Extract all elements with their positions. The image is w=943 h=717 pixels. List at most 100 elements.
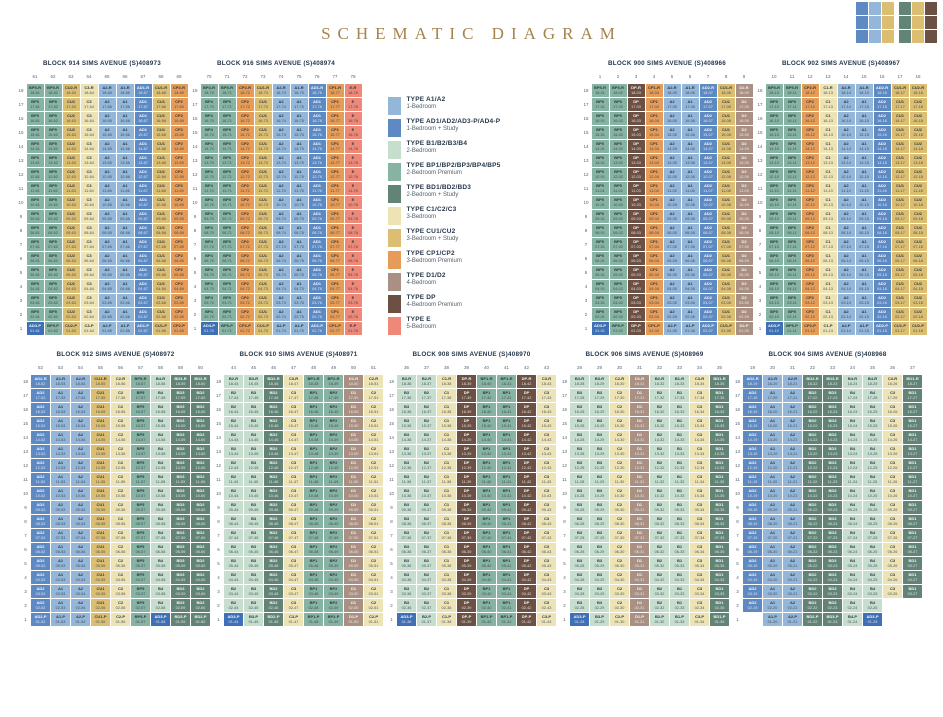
unit-number: 14-50 [348,437,359,442]
unit-type: AD3-P [866,613,879,619]
unit-cell: A1 05-66 [116,266,134,279]
unit-cell: AD2 16-16 [873,112,891,125]
unit-number: 01-53 [55,619,66,624]
floor-number: 3 [217,589,220,594]
floor-number: 14 [215,435,221,440]
unit-type: BP1 [309,599,318,605]
unit-number: 11-68 [156,188,166,193]
unit-type: B4-R [847,375,858,381]
unit-cell: BP1 04-48 [304,571,323,584]
unit-number: 03-41 [501,591,512,596]
unit-cell: A2 11-65 [98,182,116,195]
unit-type: BP1-R [480,375,493,381]
unit-type: CU1 [156,140,165,146]
unit-cell: B4 02-24 [843,599,862,612]
unit-cell: A1 07-75 [290,238,308,251]
unit-number: 07-39 [461,535,472,540]
unit-number: 12-51 [368,465,379,470]
unit-type: D1 [636,557,643,563]
unit-cell: BD2 12-22 [803,459,822,472]
unit-type: CU1 [258,294,267,300]
unit-type: B2 [656,473,663,479]
unit-cell: BP5 06-01 [591,252,609,265]
unit-cell: C1 13-38 [437,445,456,458]
grid-corner [17,70,26,83]
unit-number: 11-70 [204,188,214,193]
unit-cell: C3 12-26 [883,459,902,472]
unit-type: BD2 [808,585,817,591]
unit-type: C3 [290,487,297,493]
unit-number: 07-13 [823,244,833,249]
unit-type: C1 [443,557,450,563]
unit-number: 08-69 [174,230,184,235]
unit-type: B4 [849,403,856,409]
unit-type: A1 [769,557,776,563]
unit-number: 15-67 [138,132,148,137]
unit-number: 02-53 [55,605,66,610]
unit-number: 18-05 [667,90,677,95]
unit-cell: CU1 07-68 [152,238,170,251]
legend-type-label: TYPE CP1/CP2 [406,250,455,257]
unit-number: 07-78 [348,244,358,249]
unit-type: CP1 [331,252,339,258]
unit-type: CU1 [156,224,165,230]
unit-cell: B4-R 18-58 [151,375,170,388]
unit-number: 18-57 [135,381,146,386]
unit-cell: BD3 07-59 [171,529,190,542]
unit-type: BD3 [176,557,185,563]
unit-type: C3 [543,571,550,577]
unit-type: AD2 [36,403,45,409]
unit-number: 18-35 [714,381,725,386]
unit-number: 10-44 [228,493,239,498]
unit-cell: CP2 10-69 [170,196,188,209]
unit-number: 15-06 [685,132,695,137]
unit-type: CU1 [258,182,267,188]
unit-cell: CU1 03-73 [254,294,272,307]
unit-cell: AD2 05-16 [873,266,891,279]
unit-type: D2 [741,154,747,160]
unit-number: 04-51 [368,577,379,582]
unit-number: 06-41 [501,549,512,554]
unit-type: A1 [769,487,776,493]
unit-type: E [351,182,355,188]
unit-cell: BP5 15-61 [26,126,44,139]
unit-number: 06-42 [521,549,532,554]
unit-cell: CU1 03-55 [91,585,110,598]
unit-type: B4 [869,445,876,451]
unit-type: BD1 [715,529,724,535]
unit-type-legend: TYPE A1/A2 1-Bedroom TYPE AD1/AD2/AD3-P/AD… [387,96,556,335]
unit-number: 05-50 [348,563,359,568]
unit-cell: BD1 16-35 [710,403,729,416]
unit-number: 06-20 [767,549,778,554]
unit-number: 16-33 [674,409,685,414]
unit-cell: A1 10-20 [763,487,782,500]
block-row-top: BLOCK 914 SIMS AVENUE (S)408973 61 62 63 64 6… [6,60,937,335]
floor-number: 1 [19,326,23,331]
unit-number: 01-56 [115,619,126,624]
unit-cell: CU1 09-73 [254,210,272,223]
unit-cell: BD1 11-27 [903,473,922,486]
unit-cell: A1 15-66 [116,126,134,139]
unit-cell: BP1 02-48 [304,599,323,612]
unit-number: 17-05 [667,104,677,109]
unit-cell: B4 14-24 [843,431,862,444]
unit-number: 18-67 [138,90,148,95]
unit-type: DP [463,543,470,549]
unit-cell: DP 09-39 [457,501,476,514]
unit-number: 04-34 [694,577,705,582]
floor-number: 14 [18,144,24,149]
unit-number: 13-37 [421,451,432,456]
unit-type: BP5 [223,98,231,104]
unit-type: B4 [157,557,164,563]
unit-type: BP2 [329,599,338,605]
floor-number: 2 [19,312,23,317]
unit-number: 16-60 [195,409,206,414]
unit-type: B4 [849,529,856,535]
unit-type: C2 [117,417,124,423]
unit-cell: BP1 09-41 [497,501,516,514]
unit-number: 10-04 [649,202,659,207]
unit-cell: BP5 10-11 [783,196,801,209]
unit-type: AD2 [36,473,45,479]
unit-cell: BD2-P 01-46 [264,613,283,626]
unit-cell: CU1 16-68 [152,112,170,125]
